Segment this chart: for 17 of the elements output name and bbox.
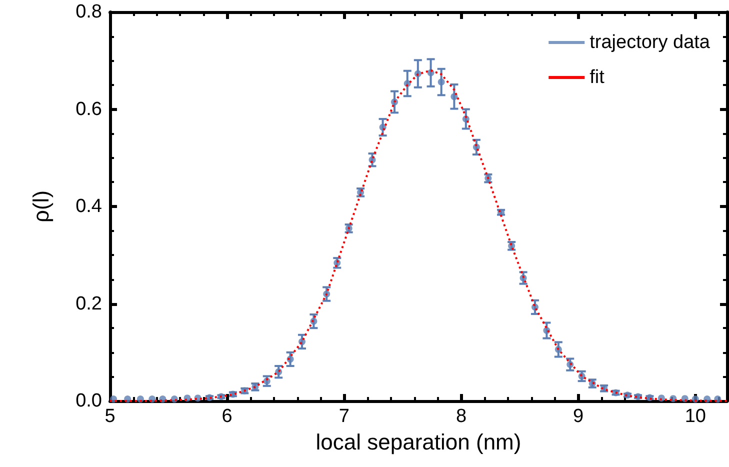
point bbox=[450, 93, 458, 100]
y-axis-title: ρ(l) bbox=[28, 190, 54, 223]
x-tick-label: 5 bbox=[104, 406, 116, 427]
x-axis-title: local separation (nm) bbox=[316, 430, 522, 454]
x-tick-label: 9 bbox=[573, 406, 584, 427]
legend-label: fit bbox=[590, 67, 606, 88]
x-tick-label: 10 bbox=[684, 406, 706, 427]
y-tick-label: 0.8 bbox=[76, 2, 102, 22]
legend-label: trajectory data bbox=[590, 32, 710, 53]
y-tick-label: 0.6 bbox=[76, 98, 102, 120]
x-tick-label: 8 bbox=[456, 406, 467, 427]
point bbox=[438, 78, 445, 86]
x-tick-label: 7 bbox=[338, 406, 350, 427]
x-tick-label: 6 bbox=[222, 406, 232, 427]
y-tick-label: 0.4 bbox=[76, 196, 102, 217]
y-tick-label: 0.2 bbox=[76, 293, 102, 314]
y-tick-label: 0.0 bbox=[76, 390, 102, 412]
